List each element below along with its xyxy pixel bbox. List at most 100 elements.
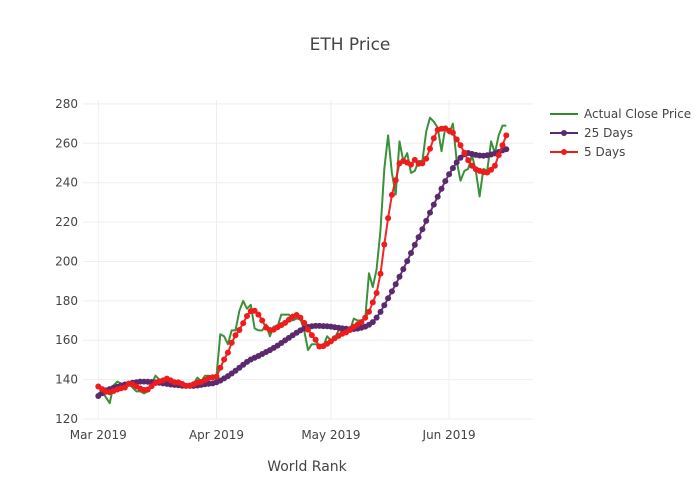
data-point-5-days[interactable] [240,320,247,327]
data-point-25-days[interactable] [438,185,445,192]
data-point-25-days[interactable] [400,266,407,273]
data-point-25-days[interactable] [427,209,433,216]
data-point-5-days[interactable] [392,177,399,184]
data-point-25-days[interactable] [392,281,399,288]
data-point-5-days[interactable] [469,162,475,169]
x-axis-title: World Rank [267,459,347,475]
legend-label-25-days: 25 Days [584,126,633,140]
data-point-25-days[interactable] [415,234,422,241]
data-point-5-days[interactable] [495,152,502,159]
data-point-5-days[interactable] [217,364,224,371]
data-point-25-days[interactable] [373,314,380,321]
x-axis-ticks: Mar 2019 Apr 2019 May 2019 Jun 2019 [70,428,476,442]
data-point-5-days[interactable] [305,326,311,333]
data-point-5-days[interactable] [385,215,392,222]
data-point-5-days[interactable] [358,319,365,326]
data-point-5-days[interactable] [419,160,426,167]
x-tick-label: Mar 2019 [70,428,127,442]
y-tick-label: 180 [55,294,78,308]
data-point-5-days[interactable] [427,145,433,152]
data-point-5-days[interactable] [465,157,472,164]
data-point-5-days[interactable] [244,313,250,319]
series-line-actual-close-price [97,116,507,405]
data-point-5-days[interactable] [213,373,220,380]
data-point-5-days[interactable] [381,241,388,248]
data-point-5-days[interactable] [449,129,456,136]
data-point-5-days[interactable] [423,155,430,162]
data-point-5-days[interactable] [232,332,239,339]
data-point-25-days[interactable] [423,217,430,224]
data-point-5-days[interactable] [366,308,372,315]
data-point-25-days[interactable] [404,258,411,265]
legend-label-actual: Actual Close Price [584,107,691,121]
data-point-25-days[interactable] [503,146,510,153]
data-point-5-days[interactable] [259,317,266,324]
data-point-25-days[interactable] [442,178,449,185]
data-point-5-days[interactable] [491,162,498,169]
legend-item-actual[interactable]: Actual Close Price [550,107,691,121]
data-point-5-days[interactable] [408,161,414,168]
grid-layer [83,100,533,420]
data-point-5-days[interactable] [228,339,235,346]
data-point-5-days[interactable] [373,290,380,296]
legend-label-5-days: 5 Days [584,145,625,159]
legend-marker-5-days [561,149,567,155]
data-point-25-days[interactable] [381,302,388,309]
legend-item-25-days[interactable]: 25 Days [550,126,633,140]
data-point-25-days[interactable] [411,241,418,248]
data-point-5-days[interactable] [461,149,468,156]
data-point-5-days[interactable] [503,132,510,139]
data-point-25-days[interactable] [408,250,414,256]
data-point-25-days[interactable] [446,171,453,178]
data-point-5-days[interactable] [251,307,258,314]
data-point-5-days[interactable] [301,319,308,326]
data-point-25-days[interactable] [419,226,426,233]
y-tick-label: 120 [55,412,78,426]
data-point-25-days[interactable] [385,295,392,302]
data-point-25-days[interactable] [388,288,395,295]
data-point-5-days[interactable] [121,384,128,391]
x-tick-label: Apr 2019 [189,428,244,442]
data-point-5-days[interactable] [221,356,228,363]
series-actual-close-price [97,116,507,405]
data-point-5-days[interactable] [388,191,395,198]
legend[interactable]: Actual Close Price 25 Days 5 Days [550,107,691,159]
data-point-25-days[interactable] [449,165,456,172]
data-point-5-days[interactable] [224,349,231,356]
data-point-25-days[interactable] [369,319,376,326]
y-tick-label: 260 [55,136,78,150]
y-tick-label: 200 [55,255,78,269]
data-point-5-days[interactable] [453,136,460,143]
data-point-5-days[interactable] [236,327,243,333]
data-point-25-days[interactable] [453,159,460,166]
data-point-5-days[interactable] [297,314,304,321]
series-line-5-days [97,127,508,394]
data-point-5-days[interactable] [377,270,384,277]
data-point-5-days[interactable] [308,332,315,339]
series-line-25-days [97,148,507,397]
y-tick-label: 280 [55,97,78,111]
y-tick-label: 160 [55,333,78,347]
series-5-days [95,125,510,396]
data-point-5-days[interactable] [411,156,418,163]
data-point-5-days[interactable] [362,314,369,321]
y-tick-label: 140 [55,373,78,387]
data-point-25-days[interactable] [396,273,403,280]
data-point-25-days[interactable] [430,201,437,208]
data-point-25-days[interactable] [457,154,464,161]
data-point-5-days[interactable] [430,135,437,142]
data-point-5-days[interactable] [369,299,376,306]
data-point-25-days[interactable] [377,308,384,315]
data-point-5-days[interactable] [312,336,319,343]
series-25-days [95,146,510,399]
data-point-5-days[interactable] [499,142,506,149]
data-point-25-days[interactable] [434,193,441,200]
legend-item-5-days[interactable]: 5 Days [550,145,625,159]
data-point-5-days[interactable] [255,311,262,318]
chart-title: ETH Price [310,35,391,55]
y-axis-ticks: 120 140 160 180 200 220 240 260 280 [55,97,78,426]
data-point-5-days[interactable] [457,142,464,149]
series-layer [95,116,510,405]
data-point-5-days[interactable] [488,166,495,173]
